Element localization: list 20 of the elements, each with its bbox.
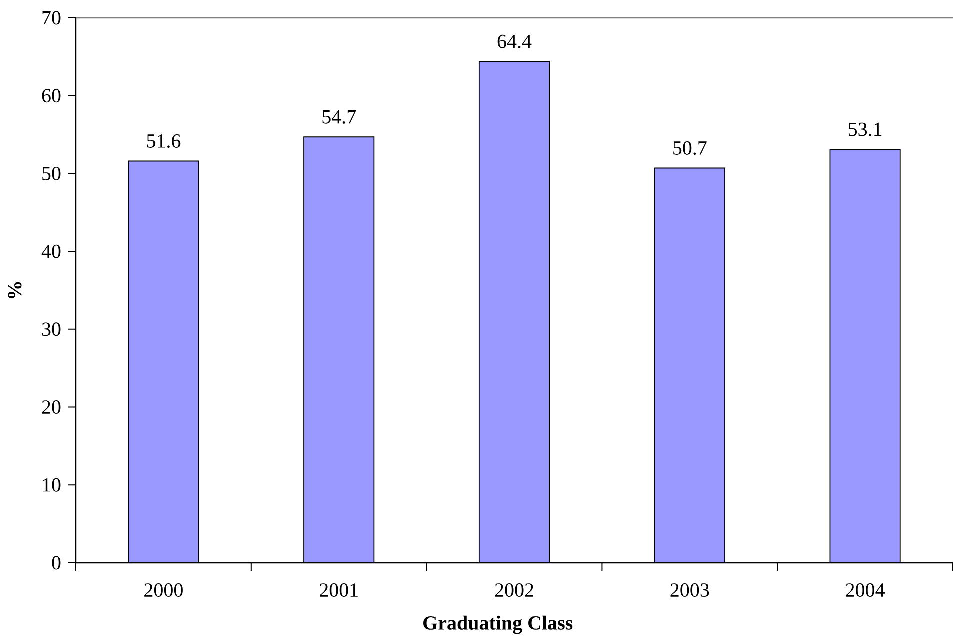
x-tick-label: 2001 <box>320 584 358 598</box>
x-tick-label: 2002 <box>495 584 534 598</box>
y-axis-title: % <box>8 282 22 298</box>
y-tick-label: 10 <box>43 478 61 492</box>
y-tick-label: 20 <box>42 400 61 414</box>
data-label: 51.6 <box>147 134 181 148</box>
y-tick-label: 0 <box>52 556 61 570</box>
x-tick-label: 2003 <box>670 584 710 598</box>
data-label: 53.1 <box>848 122 882 136</box>
data-label: 64.4 <box>498 34 532 48</box>
data-label: 50.7 <box>674 141 707 156</box>
data-label: 54.7 <box>322 110 356 124</box>
y-tick-label: 60 <box>42 89 61 103</box>
x-axis-title: Graduating Class <box>424 616 573 634</box>
y-tick-label: 40 <box>42 244 61 258</box>
x-tick-label: 2000 <box>144 584 183 598</box>
y-tick-label: 70 <box>42 11 61 25</box>
y-tick-label: 30 <box>42 322 61 336</box>
y-tick-label: 50 <box>42 166 61 180</box>
x-tick-label: 2004 <box>846 584 885 598</box>
